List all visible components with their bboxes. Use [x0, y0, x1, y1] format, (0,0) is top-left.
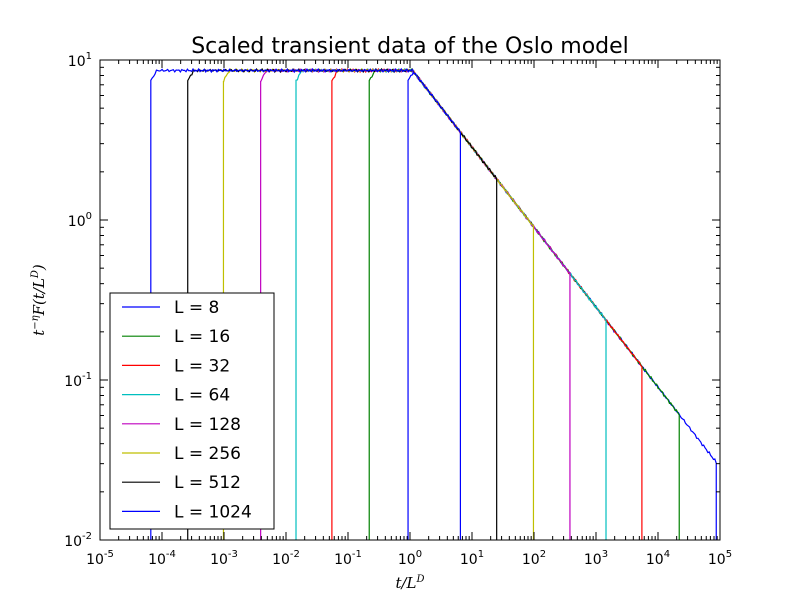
y-axis-label: t−ηF(t/LD) [30, 264, 48, 336]
x-tick-label: 104 [646, 549, 670, 568]
legend-box [109, 292, 275, 530]
x-tick-label: 102 [522, 549, 546, 568]
x-tick-label: 10-3 [210, 549, 238, 568]
legend-label: L = 1024 [174, 502, 252, 522]
tick-layer [100, 60, 720, 540]
legend-label: L = 256 [174, 444, 241, 464]
legend-label: L = 512 [174, 473, 241, 493]
y-tick-label: 100 [68, 211, 92, 230]
legend-items: L = 8 L = 16 L = 32 L = 64 L = 128 L = 256 L =… [122, 298, 252, 522]
legend-label: L = 32 [174, 356, 230, 376]
series-layer [150, 67, 717, 540]
x-tick-labels: 10-5 10-4 10-3 10-2 10-1 100 101 102 103 104 105 [86, 549, 732, 568]
y-tick-label: 101 [68, 51, 92, 70]
y-tick-labels: 10-2 10-1 100 101 [64, 51, 92, 550]
legend: L = 8 L = 16 L = 32 L = 64 L = 128 L = 256 L =… [109, 292, 275, 530]
x-tick-label: 100 [398, 549, 422, 568]
x-tick-label: 10-1 [334, 549, 362, 568]
y-tick-label: 10-2 [64, 531, 92, 550]
x-axis-label: t/LD [395, 574, 424, 592]
x-tick-label: 105 [708, 549, 732, 568]
chart-title: Scaled transient data of the Oslo model [191, 34, 629, 59]
legend-label: L = 16 [174, 327, 230, 347]
x-tick-label: 10-4 [148, 549, 176, 568]
x-tick-label: 10-5 [86, 549, 114, 568]
plot-frame [99, 59, 721, 541]
series-line [150, 67, 462, 540]
legend-label: L = 8 [174, 298, 219, 318]
legend-label: L = 64 [174, 386, 230, 406]
y-tick-label: 10-1 [64, 371, 92, 390]
x-tick-label: 103 [584, 549, 608, 568]
x-tick-label: 101 [460, 549, 484, 568]
legend-label: L = 128 [174, 415, 241, 435]
x-tick-label: 10-2 [272, 549, 300, 568]
